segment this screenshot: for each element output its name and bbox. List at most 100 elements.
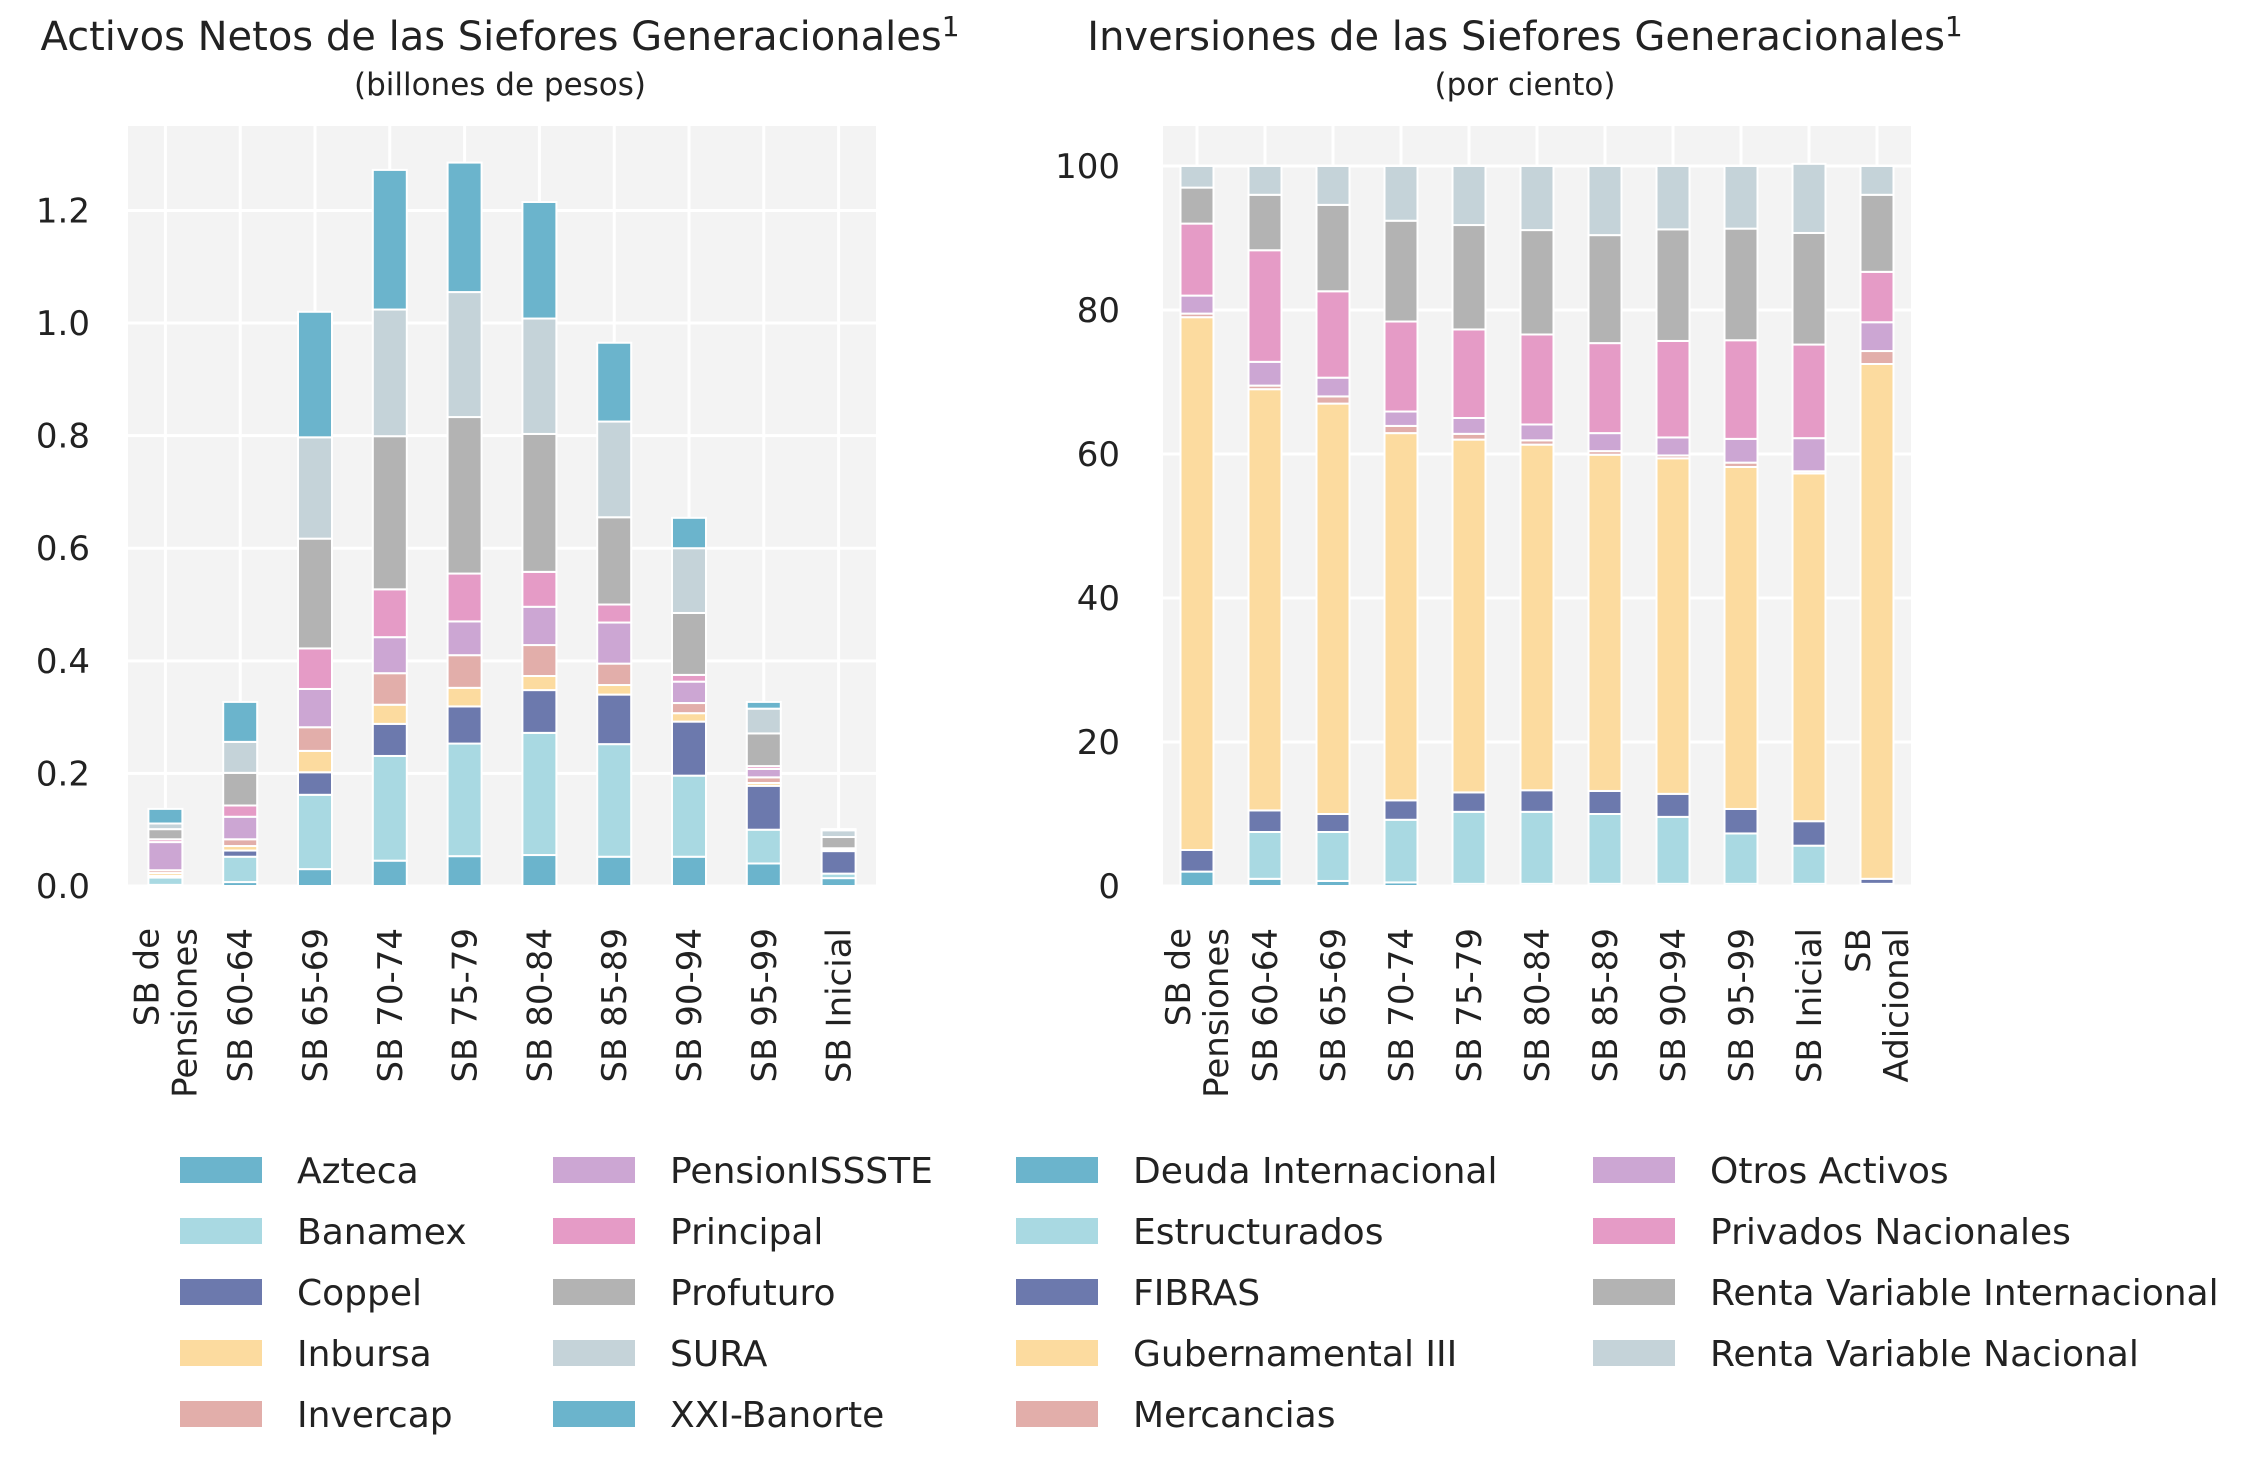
bar-pensionissste [297, 687, 333, 729]
x-tick-label: SB Inicial [1790, 928, 1830, 1083]
bar-mercancias [1315, 395, 1351, 405]
bar-azteca [297, 868, 333, 887]
bar-banamex [521, 731, 558, 857]
bar-fibras [1383, 799, 1419, 821]
bar-coppel [596, 693, 633, 746]
bar-renta-variable-internacional [1723, 227, 1759, 342]
bar-coppel [521, 689, 558, 734]
bar-profuturo [820, 836, 857, 850]
chart-subtitle: (billones de pesos) [354, 67, 646, 103]
bar-mercancias [1383, 424, 1419, 435]
bar-sura [671, 547, 707, 614]
bar-fibras [1587, 789, 1623, 816]
legend-label: SURA [670, 1334, 768, 1375]
y-tick-label: 40 [1077, 579, 1120, 619]
bar-principal [371, 588, 408, 639]
legend-swatch [553, 1340, 635, 1366]
bar-renta-variable-internacional [1587, 234, 1623, 345]
legend-label: FIBRAS [1133, 1273, 1260, 1314]
legend-swatch [180, 1157, 262, 1183]
bar-otros-activos [1383, 410, 1419, 427]
legend-item-mercancias: Mercancias [1016, 1395, 1336, 1436]
bar-pensionissste [446, 620, 483, 657]
bar-pensionissste [745, 767, 782, 779]
bar-gubernamental-iii [1315, 402, 1351, 815]
legend-item-sura: SURA [553, 1334, 768, 1375]
bar-estructurados [1383, 818, 1419, 884]
legend-label: Principal [670, 1212, 823, 1253]
legend-item-renta-variable-internacional: Renta Variable Internacional [1593, 1273, 2219, 1314]
legend-swatch [1593, 1279, 1675, 1305]
x-tick-label: SB 85-89 [595, 928, 635, 1083]
legend-swatch [1016, 1218, 1098, 1244]
legend-label: Gubernamental III [1133, 1334, 1457, 1375]
bar-xxi-banorte [596, 341, 633, 423]
legend-label: Mercancias [1133, 1395, 1336, 1436]
bar-estructurados [1247, 831, 1283, 880]
legend-item-otros-activos: Otros Activos [1593, 1151, 1949, 1192]
bar-fibras [1791, 820, 1827, 847]
bar-gubernamental-iii [1179, 316, 1215, 851]
x-tick-label: Pensiones [165, 928, 205, 1098]
bar-banamex [671, 774, 707, 858]
bar-azteca [596, 855, 633, 888]
y-tick-label: 0.4 [36, 642, 90, 682]
legend-item-banamex: Banamex [180, 1212, 467, 1253]
bar-gubernamental-iii [1451, 438, 1487, 794]
bar-coppel [297, 771, 333, 796]
bar-principal [671, 673, 707, 683]
x-tick-label: SB 80-84 [1518, 928, 1558, 1083]
bar-xxi-banorte [671, 516, 707, 550]
bar-inbursa [521, 675, 558, 692]
bar-azteca [521, 854, 558, 888]
bar-renta-variable-internacional [1655, 228, 1691, 342]
bar-pensionissste [371, 636, 408, 675]
bar-invercap [671, 702, 707, 715]
bar-otros-activos [1451, 417, 1487, 435]
bar-renta-variable-nacional [1247, 165, 1283, 196]
bar-privados-nacionales [1315, 290, 1351, 379]
legend-swatch [1593, 1157, 1675, 1183]
x-tick-label: Pensiones [1197, 928, 1237, 1098]
bar-inbursa [671, 712, 707, 723]
legend-item-privados-nacionales: Privados Nacionales [1593, 1212, 2071, 1253]
bar-profuturo [446, 416, 483, 575]
bar-inbursa [297, 749, 333, 774]
x-tick-label: SB 75-79 [446, 928, 486, 1083]
y-tick-label: 80 [1077, 291, 1120, 331]
bar-fibras [1451, 791, 1487, 813]
bar-invercap [222, 838, 259, 848]
legend-item-xxi-banorte: XXI-Banorte [553, 1395, 884, 1436]
bar-renta-variable-nacional [1519, 165, 1555, 232]
bar-renta-variable-internacional [1451, 224, 1487, 331]
bar-renta-variable-internacional [1791, 231, 1827, 346]
legend-label: PensionISSSTE [670, 1151, 933, 1192]
legend-item-inbursa: Inbursa [180, 1334, 432, 1375]
bar-xxi-banorte [521, 201, 558, 320]
y-tick-label: 0.8 [36, 417, 90, 457]
bar-coppel [745, 784, 782, 831]
bar-pensionissste [596, 621, 633, 665]
legend-item-pensionissste: PensionISSSTE [553, 1151, 933, 1192]
chart-subtitle: (por ciento) [1435, 67, 1616, 103]
bar-deuda-internacional [1247, 877, 1283, 887]
bar-renta-variable-internacional [1519, 229, 1555, 336]
legend-item-renta-variable-nacional: Renta Variable Nacional [1593, 1334, 2139, 1375]
bar-gubernamental-iii [1859, 363, 1895, 880]
bar-invercap [596, 662, 633, 687]
bar-renta-variable-nacional [1791, 162, 1827, 234]
bar-otros-activos [1587, 432, 1623, 453]
legend-swatch [180, 1218, 262, 1244]
bar-renta-variable-internacional [1179, 186, 1215, 225]
legend-label: Renta Variable Internacional [1710, 1273, 2219, 1314]
bar-pensionissste [222, 815, 259, 841]
legend-label: Estructurados [1133, 1212, 1383, 1253]
bar-azteca [371, 859, 408, 888]
bar-sura [371, 308, 408, 438]
bar-profuturo [745, 732, 782, 768]
legend-label: Invercap [297, 1395, 453, 1436]
bar-xxi-banorte [371, 168, 408, 311]
bar-privados-nacionales [1383, 320, 1419, 413]
bar-invercap [371, 672, 408, 706]
